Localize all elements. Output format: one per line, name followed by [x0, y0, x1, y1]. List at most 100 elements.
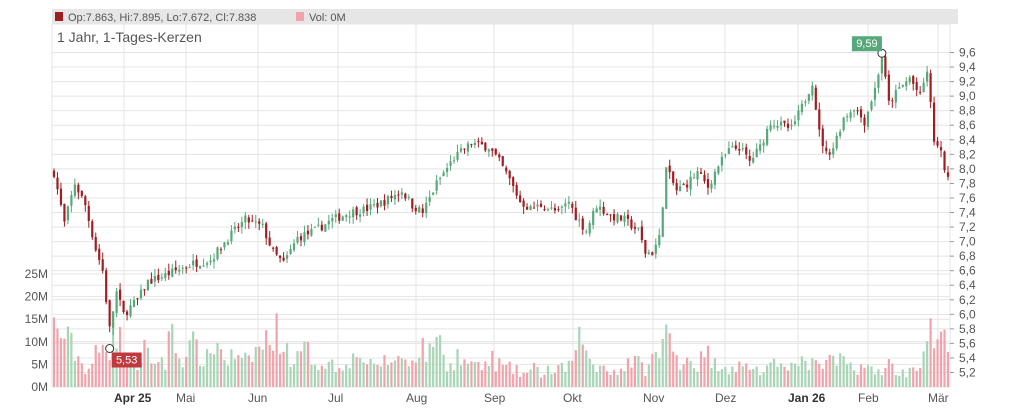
candle-body — [115, 291, 118, 314]
candle-body — [560, 206, 563, 208]
price-tick-label: 7,8 — [959, 176, 976, 190]
volume-bar — [842, 356, 845, 387]
volume-bar — [783, 366, 786, 387]
candle-body — [512, 177, 515, 187]
candle-body — [251, 220, 254, 222]
volume-bar — [452, 370, 456, 387]
candle-body — [588, 223, 591, 234]
volume-bar — [115, 348, 118, 387]
candle-body — [682, 184, 685, 186]
candle-body — [748, 155, 751, 161]
month-label: Okt — [563, 391, 582, 405]
candle-body — [400, 192, 403, 195]
volume-bar — [560, 362, 563, 387]
candle-body — [633, 227, 637, 229]
candle-body — [522, 200, 525, 207]
candle-body — [487, 149, 490, 152]
candle-body — [157, 275, 160, 281]
volume-bar — [265, 330, 268, 387]
candle-body — [212, 259, 216, 262]
volume-bar — [94, 345, 97, 387]
candle-body — [852, 110, 856, 112]
volume-bar — [327, 361, 330, 387]
volume-bar — [178, 358, 181, 387]
volume-bar — [703, 357, 706, 387]
volume-bar — [101, 344, 104, 387]
candle-body — [244, 215, 247, 223]
price-tick-label: 8,0 — [959, 162, 976, 176]
volume-bar — [428, 343, 431, 387]
volume-bar — [254, 346, 257, 387]
volume-bar — [240, 358, 243, 387]
candle-body — [651, 252, 654, 256]
candle-body — [696, 171, 699, 180]
price-tick-label: 9,2 — [959, 75, 976, 89]
candle-body — [616, 214, 619, 223]
volume-bar — [237, 355, 240, 387]
volume-bar — [832, 355, 835, 387]
candle-body — [421, 208, 424, 214]
volume-bar — [696, 371, 699, 387]
candle-body — [397, 194, 400, 196]
candle-body — [762, 142, 765, 146]
volume-bar — [605, 371, 609, 387]
volume-bar — [226, 365, 230, 387]
candle-body — [894, 90, 897, 103]
volume-bar — [174, 353, 177, 387]
volume-bar — [804, 360, 807, 387]
candle-body — [745, 147, 748, 155]
volume-bar — [292, 364, 296, 387]
volume-bar — [571, 360, 574, 387]
volume-bar — [828, 354, 831, 387]
volume-bar — [825, 359, 828, 387]
volume-bar — [626, 358, 630, 387]
volume-bar — [334, 372, 337, 387]
volume-bar — [710, 367, 713, 387]
volume-bar — [425, 361, 428, 387]
volume-bar — [153, 363, 156, 387]
volume-bar — [303, 341, 306, 387]
volume-bar — [887, 359, 890, 387]
price-tick-label: 6,2 — [959, 293, 976, 307]
candle-body — [679, 186, 682, 192]
volume-bar — [52, 317, 56, 387]
candle-body — [717, 166, 720, 174]
price-tick-label: 5,6 — [959, 336, 976, 350]
volume-bar — [324, 368, 327, 387]
candle-body — [386, 196, 390, 205]
candle-body — [922, 82, 925, 92]
candle-body — [470, 144, 473, 146]
volume-bar — [470, 361, 473, 387]
candle-body — [418, 207, 421, 213]
price-tick-label: 8,4 — [959, 133, 976, 147]
candle-body — [692, 177, 696, 179]
axes: 5,25,45,65,86,06,26,46,66,87,07,27,47,67… — [25, 46, 976, 406]
candle-body — [724, 154, 727, 156]
candle-body — [602, 206, 605, 214]
candle-body — [101, 259, 104, 271]
volume-bar — [884, 367, 887, 387]
volume-bar — [846, 364, 849, 387]
volume-bar — [449, 363, 452, 387]
volume-bar — [435, 336, 438, 387]
volume-bar — [296, 351, 299, 387]
candle-body — [835, 135, 838, 149]
candle-body — [143, 289, 146, 291]
volume-bar — [192, 331, 195, 387]
candle-body — [477, 141, 480, 143]
candle-body — [793, 121, 797, 125]
candle-body — [498, 154, 501, 158]
volume-bar — [285, 342, 289, 387]
candle-body — [752, 157, 755, 163]
volume-bar — [209, 353, 212, 387]
volume-bar — [348, 368, 351, 387]
candle-body — [345, 215, 348, 218]
volume-bar — [56, 328, 59, 387]
candle-body — [564, 203, 567, 207]
candle-body — [786, 123, 790, 128]
candle-body — [160, 277, 163, 279]
candle-body — [164, 272, 167, 279]
candle-body — [393, 195, 397, 200]
candle-body — [654, 244, 657, 254]
candle-body — [247, 217, 250, 223]
